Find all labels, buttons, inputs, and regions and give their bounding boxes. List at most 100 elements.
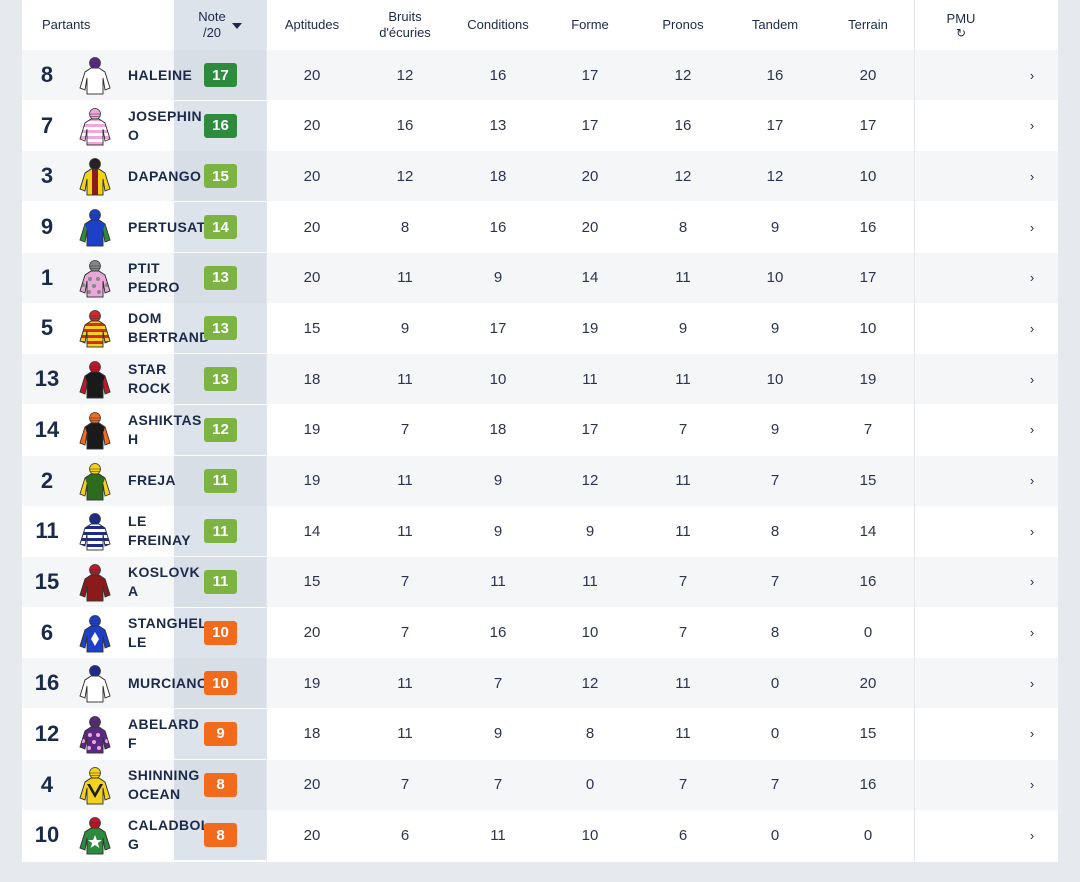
runner-number: 9 — [40, 214, 54, 240]
chevron-right-icon[interactable]: › — [1029, 473, 1035, 488]
table-row[interactable]: 8 HALEINE 17 20 12 16 17 12 16 20 › — [22, 50, 1058, 100]
table-row[interactable]: 12 ABELARD F 9 18 11 9 8 11 0 15 › — [22, 708, 1058, 759]
aptitudes-value: 15 — [303, 573, 321, 591]
horse-name[interactable]: SHINNING OCEAN — [128, 766, 200, 802]
horse-name[interactable]: HALEINE — [128, 66, 193, 83]
header-note[interactable]: Note /20 — [174, 0, 266, 50]
tandem-value: 12 — [766, 167, 784, 185]
runner-number: 10 — [34, 822, 60, 848]
forme-value: 10 — [581, 624, 599, 642]
header-pronos-label: Pronos — [662, 17, 704, 32]
note-badge: 8 — [204, 772, 237, 797]
aptitudes-value: 18 — [303, 370, 321, 388]
table-row[interactable]: 1 PTIT PEDRO 13 20 11 9 14 11 10 17 › — [22, 252, 1058, 303]
chevron-right-icon[interactable]: › — [1029, 675, 1035, 691]
horse-name[interactable]: LE FREINAY — [128, 513, 191, 549]
horse-name[interactable]: ABELARD F — [128, 715, 200, 751]
pronos-value: 12 — [674, 167, 692, 185]
chevron-right-icon[interactable]: › — [1029, 118, 1035, 134]
horse-name[interactable]: MURCIANO — [128, 674, 209, 691]
bruits-value: 9 — [400, 319, 410, 337]
rows-container: 8 HALEINE 17 20 12 16 17 12 16 20 › 7 JO… — [22, 50, 1058, 861]
table-row[interactable]: 4 SHINNING OCEAN 8 20 7 7 0 7 7 16 › — [22, 759, 1058, 810]
horse-name[interactable]: STAR ROCK — [128, 361, 171, 397]
horse-name[interactable]: KOSLOVKA — [128, 563, 201, 599]
header-tandem[interactable]: Tandem — [729, 0, 821, 50]
table-row[interactable]: 15 KOSLOVKA 11 15 7 11 11 7 7 16 › — [22, 556, 1058, 607]
terrain-value: 20 — [859, 66, 877, 84]
table-row[interactable]: 10 CALADBOLG 8 20 6 11 10 6 0 0 › — [22, 810, 1058, 861]
runner-number: 16 — [34, 670, 60, 696]
aptitudes-value: 20 — [303, 776, 321, 794]
chevron-right-icon[interactable]: › — [1029, 371, 1035, 387]
forme-value: 8 — [585, 725, 595, 743]
runner-number: 5 — [40, 315, 54, 341]
header-partants[interactable]: Partants — [42, 0, 90, 50]
pronos-value: 7 — [678, 573, 688, 591]
chevron-right-icon[interactable]: › — [1029, 625, 1035, 641]
forme-value: 19 — [581, 319, 599, 337]
refresh-icon[interactable]: ↻ — [955, 26, 967, 40]
header-tandem-label: Tandem — [751, 17, 799, 32]
horse-name[interactable]: CALADBOLG — [128, 817, 210, 853]
header-conditions[interactable]: Conditions — [452, 0, 544, 50]
header-pmu[interactable]: PMU ↻ — [915, 0, 1007, 50]
tandem-value: 10 — [766, 269, 784, 287]
table-row[interactable]: 13 STAR ROCK 13 18 11 10 11 11 10 19 › — [22, 354, 1058, 405]
conditions-value: 11 — [490, 573, 506, 591]
horse-name[interactable]: STANGHELLE — [128, 614, 208, 650]
terrain-value: 16 — [859, 776, 877, 794]
pronos-value: 11 — [675, 674, 691, 692]
header-terrain[interactable]: Terrain — [822, 0, 914, 50]
horse-name[interactable]: JOSEPHINO — [128, 107, 202, 143]
terrain-value: 17 — [859, 117, 877, 135]
horse-name[interactable]: DAPANGO — [128, 167, 202, 184]
chevron-right-icon[interactable]: › — [1029, 726, 1035, 742]
chevron-right-icon[interactable]: › — [1029, 219, 1035, 235]
note-badge: 13 — [204, 367, 237, 392]
note-badge: 12 — [204, 417, 237, 442]
horse-name[interactable]: ASHIKTASH — [128, 411, 202, 447]
chevron-right-icon[interactable]: › — [1029, 422, 1035, 438]
jockey-silk-icon — [79, 614, 111, 652]
table-row[interactable]: 16 MURCIANO 10 19 11 7 12 11 0 20 › — [22, 658, 1058, 709]
table-row[interactable]: 6 STANGHELLE 10 20 7 16 10 7 8 0 › — [22, 607, 1058, 658]
pronos-value: 11 — [675, 370, 691, 388]
note-badge: 11 — [204, 519, 237, 544]
terrain-value: 10 — [859, 167, 877, 185]
table-row[interactable]: 11 LE FREINAY 11 14 11 9 9 11 8 14 › — [22, 506, 1058, 557]
table-row[interactable]: 7 JOSEPHINO 16 20 16 13 17 16 17 17 › — [22, 100, 1058, 151]
table-row[interactable]: 2 FREJA 11 19 11 9 12 11 7 15 › — [22, 455, 1058, 506]
table-row[interactable]: 3 DAPANGO 15 20 12 18 20 12 12 10 › — [22, 151, 1058, 202]
header-bruits[interactable]: Bruits d'écuries — [358, 0, 452, 50]
chevron-right-icon[interactable]: › — [1029, 168, 1035, 184]
horse-name[interactable]: DOM BERTRAND — [128, 310, 210, 346]
jockey-silk-icon — [79, 57, 111, 95]
horse-name[interactable]: FREJA — [128, 472, 176, 488]
header-terrain-label: Terrain — [848, 17, 888, 32]
horse-name[interactable]: PTIT PEDRO — [128, 259, 180, 295]
horse-name[interactable]: PERTUSATI — [128, 218, 210, 235]
chevron-right-icon[interactable]: › — [1029, 777, 1035, 793]
tandem-value: 17 — [766, 117, 784, 135]
header-pronos[interactable]: Pronos — [637, 0, 729, 50]
tandem-value: 7 — [770, 472, 780, 489]
header-forme[interactable]: Forme — [544, 0, 636, 50]
table-row[interactable]: 9 PERTUSATI 14 20 8 16 20 8 9 16 › — [22, 202, 1058, 253]
chevron-right-icon[interactable]: › — [1029, 67, 1035, 83]
runner-number: 12 — [34, 720, 60, 746]
runner-number: 3 — [40, 163, 54, 189]
aptitudes-value: 19 — [303, 674, 321, 692]
chevron-right-icon[interactable]: › — [1029, 270, 1035, 286]
chevron-right-icon[interactable]: › — [1029, 523, 1035, 539]
conditions-value: 11 — [490, 826, 506, 844]
chevron-right-icon[interactable]: › — [1029, 574, 1035, 590]
forme-value: 9 — [585, 522, 595, 540]
chevron-right-icon[interactable]: › — [1029, 320, 1035, 336]
chevron-right-icon[interactable]: › — [1029, 827, 1035, 843]
runners-table: Partants Note /20 Aptitudes Bruits d'écur… — [22, 0, 1058, 862]
table-row[interactable]: 14 ASHIKTASH 12 19 7 18 17 7 9 7 › — [22, 404, 1058, 455]
table-row[interactable]: 5 DOM BERTRAND 13 15 9 17 19 9 9 10 › — [22, 303, 1058, 354]
header-aptitudes[interactable]: Aptitudes — [266, 0, 358, 50]
pronos-value: 11 — [675, 472, 691, 489]
